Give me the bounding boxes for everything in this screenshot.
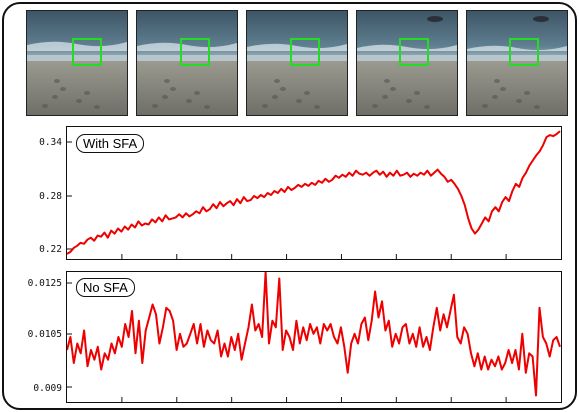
video-frame-thumbnail <box>466 10 568 116</box>
ytick-label: 0.0105 <box>27 329 62 340</box>
series-label-with-sfa: With SFA <box>76 134 145 153</box>
ytick-label: 0.22 <box>39 244 62 255</box>
ytick-label: 0.009 <box>33 383 62 394</box>
ytick-label: 0.34 <box>39 137 62 148</box>
video-frame-thumbnail <box>246 10 348 116</box>
chart-plot-area <box>67 272 561 402</box>
series-line <box>67 130 561 255</box>
ytick-label: 0.0125 <box>27 278 62 289</box>
chart-no-sfa: No SFA <box>66 271 562 403</box>
series-line <box>67 272 561 397</box>
video-frame-thumbnail <box>26 10 128 116</box>
chart-plot-area <box>67 130 561 259</box>
series-label-no-sfa: No SFA <box>76 278 135 297</box>
video-frame-thumbnail <box>356 10 458 116</box>
video-frame-thumbnail <box>136 10 238 116</box>
ytick-label: 0.28 <box>39 191 62 202</box>
chart-with-sfa: With SFA <box>66 126 562 260</box>
